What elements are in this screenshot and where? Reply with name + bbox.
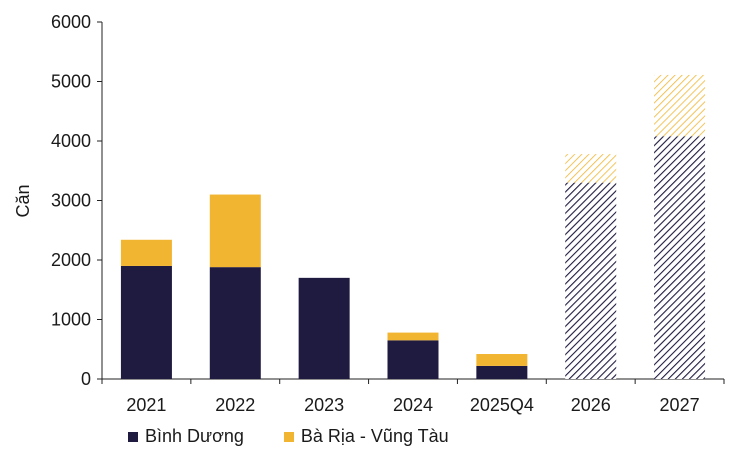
legend-swatch-binh-duong — [128, 431, 138, 442]
y-tick-label: 4000 — [51, 131, 91, 151]
x-tick-label: 2023 — [304, 395, 344, 415]
x-tick-label: 2025Q4 — [470, 395, 534, 415]
y-tick-label: 5000 — [51, 72, 91, 92]
y-axis: 0 1000 2000 3000 4000 5000 6000 — [51, 12, 103, 389]
legend-item-binh-duong: Bình Dương — [128, 426, 244, 447]
x-tick-label: 2027 — [660, 395, 700, 415]
bar-binh-duong-2025q4 — [476, 365, 528, 379]
bar-binh-duong-2023 — [298, 277, 350, 379]
legend-swatch-ba-ria-vung-tau — [283, 431, 294, 442]
bars — [120, 74, 706, 379]
bar-ba-ria-vung-tau-2024 — [387, 332, 439, 341]
bar-binh-duong-2022 — [209, 267, 261, 379]
x-tick-label: 2026 — [571, 395, 611, 415]
legend-item-ba-ria-vung-tau: Bà Rịa - Vũng Tàu — [283, 426, 449, 447]
bar-ba-ria-vung-tau-2022 — [209, 194, 261, 268]
bar-ba-ria-vung-tau-2027 — [654, 74, 706, 137]
x-tick-label: 2022 — [215, 395, 255, 415]
legend-label-ba-ria-vung-tau: Bà Rịa - Vũng Tàu — [300, 426, 449, 446]
x-tick-label: 2021 — [126, 395, 166, 415]
x-axis: 2021 2022 2023 2024 2025Q4 2026 2027 — [101, 378, 725, 415]
y-axis-label: Căn — [13, 184, 33, 217]
bar-binh-duong-2027 — [654, 136, 706, 379]
y-tick-label: 3000 — [51, 191, 91, 211]
bar-binh-duong-2026 — [565, 182, 617, 379]
y-tick-label: 1000 — [51, 310, 91, 330]
y-tick-label: 0 — [81, 369, 91, 389]
y-tick-label: 2000 — [51, 250, 91, 270]
legend: Bình Dương Bà Rịa - Vũng Tàu — [128, 426, 449, 447]
bar-binh-duong-2024 — [387, 340, 439, 379]
bar-binh-duong-2021 — [120, 265, 172, 379]
bar-ba-ria-vung-tau-2021 — [120, 239, 172, 266]
bar-ba-ria-vung-tau-2025q4 — [476, 354, 528, 366]
bar-ba-ria-vung-tau-2026 — [565, 154, 617, 183]
legend-label-binh-duong: Bình Dương — [145, 426, 244, 446]
y-tick-label: 6000 — [51, 12, 91, 32]
x-tick-label: 2024 — [393, 395, 433, 415]
